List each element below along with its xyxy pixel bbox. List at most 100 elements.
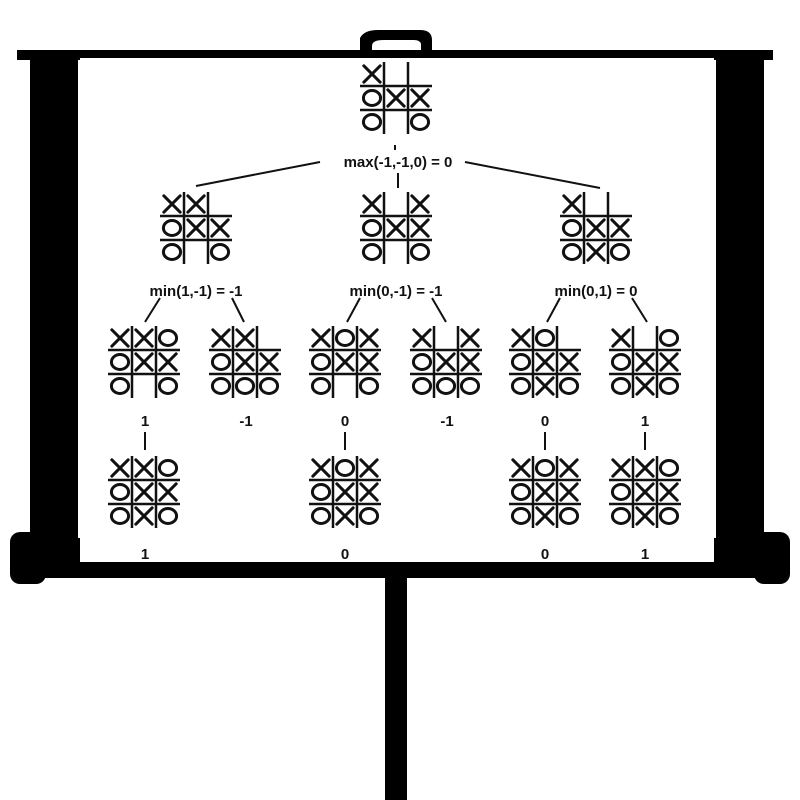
- right-post: [716, 60, 764, 540]
- o-mark: [610, 482, 632, 502]
- o-mark: [361, 242, 383, 262]
- o-mark: [310, 506, 332, 526]
- o-mark: [658, 328, 680, 348]
- x-mark: [635, 506, 655, 526]
- level3-board-1: [108, 456, 180, 528]
- x-mark: [359, 482, 379, 502]
- x-mark: [134, 352, 154, 372]
- level2-board-3: [309, 326, 381, 398]
- o-mark: [358, 506, 380, 526]
- level3-value-1: 1: [141, 546, 149, 563]
- x-mark: [162, 194, 182, 214]
- edge-l1c-left: [546, 297, 561, 323]
- x-mark: [410, 88, 430, 108]
- x-mark: [386, 88, 406, 108]
- x-mark: [460, 352, 480, 372]
- o-mark: [510, 506, 532, 526]
- level2-value-5: 0: [541, 413, 549, 430]
- o-mark: [109, 352, 131, 372]
- x-mark: [359, 352, 379, 372]
- x-mark: [562, 194, 582, 214]
- x-mark: [436, 352, 456, 372]
- o-mark: [161, 242, 183, 262]
- edge-l1a-right: [231, 297, 245, 323]
- o-mark: [361, 218, 383, 238]
- x-mark: [134, 482, 154, 502]
- x-mark: [635, 352, 655, 372]
- left-post: [30, 60, 78, 540]
- x-mark: [559, 352, 579, 372]
- screen-frame: [10, 30, 790, 800]
- x-mark: [412, 328, 432, 348]
- x-mark: [635, 376, 655, 396]
- x-mark: [635, 482, 655, 502]
- x-mark: [586, 218, 606, 238]
- o-mark: [609, 242, 631, 262]
- x-mark: [635, 458, 655, 478]
- x-mark: [134, 458, 154, 478]
- o-mark: [435, 376, 457, 396]
- edge-l1b-right: [431, 297, 447, 323]
- x-mark: [362, 64, 382, 84]
- x-mark: [610, 218, 630, 238]
- level3-board-4: [609, 456, 681, 528]
- x-mark: [359, 328, 379, 348]
- o-mark: [157, 328, 179, 348]
- x-mark: [535, 376, 555, 396]
- level2-value-3: 0: [341, 413, 349, 430]
- x-mark: [335, 482, 355, 502]
- tree-labels: max(-1,-1,0) = 0 min(1,-1) = -1 min(0,-1…: [141, 154, 649, 563]
- level3-board-3: [509, 456, 581, 528]
- edge-l1b-left: [346, 297, 361, 323]
- o-mark: [157, 458, 179, 478]
- x-mark: [559, 458, 579, 478]
- o-mark: [510, 482, 532, 502]
- x-mark: [134, 328, 154, 348]
- o-mark: [361, 112, 383, 132]
- level2-board-5: [509, 326, 581, 398]
- o-mark: [109, 506, 131, 526]
- o-mark: [558, 376, 580, 396]
- x-mark: [335, 506, 355, 526]
- x-mark: [134, 506, 154, 526]
- left-roller-cap: [10, 532, 46, 584]
- o-mark: [310, 352, 332, 372]
- x-mark: [359, 458, 379, 478]
- x-mark: [186, 194, 206, 214]
- x-mark: [386, 218, 406, 238]
- o-mark: [411, 376, 433, 396]
- o-mark: [610, 376, 632, 396]
- o-mark: [409, 242, 431, 262]
- root-board: [360, 62, 432, 134]
- top-bar: [17, 50, 773, 60]
- level2-value-1: 1: [141, 413, 149, 430]
- level3-board-2: [309, 456, 381, 528]
- root-label: max(-1,-1,0) = 0: [344, 154, 453, 171]
- o-mark: [109, 376, 131, 396]
- o-mark: [334, 458, 356, 478]
- o-mark: [658, 376, 680, 396]
- level2-value-6: 1: [641, 413, 649, 430]
- x-mark: [311, 458, 331, 478]
- level2-value-4: -1: [440, 413, 453, 430]
- o-mark: [258, 376, 280, 396]
- o-mark: [161, 218, 183, 238]
- x-mark: [535, 352, 555, 372]
- level2-board-6: [609, 326, 681, 398]
- x-mark: [511, 458, 531, 478]
- x-mark: [511, 328, 531, 348]
- level1-label-mid: min(0,-1) = -1: [350, 283, 443, 300]
- edge-root-left: [195, 161, 321, 187]
- o-mark: [610, 506, 632, 526]
- level1-board-1: [160, 192, 232, 264]
- o-mark: [361, 88, 383, 108]
- screen-surface: [80, 58, 714, 562]
- x-mark: [110, 328, 130, 348]
- o-mark: [411, 352, 433, 372]
- o-mark: [534, 458, 556, 478]
- o-mark: [510, 376, 532, 396]
- x-mark: [559, 482, 579, 502]
- o-mark: [534, 328, 556, 348]
- edge-l1a-left: [144, 297, 161, 323]
